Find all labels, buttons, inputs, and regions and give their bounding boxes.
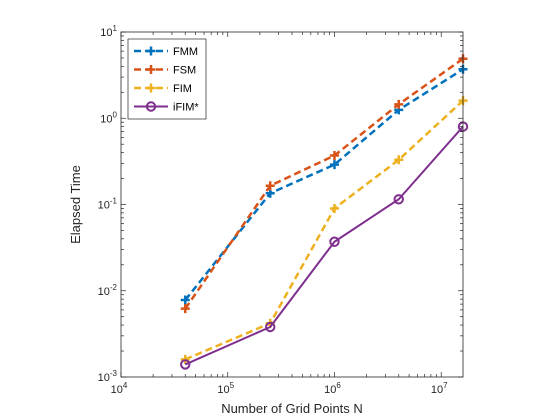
x-tick-label: 107: [431, 381, 448, 396]
x-tick-label: 106: [324, 381, 341, 396]
data-point: [180, 295, 190, 305]
data-point: [329, 160, 339, 170]
legend-label: FIM: [173, 83, 192, 95]
legend-label: iFIM*: [173, 102, 199, 114]
data-point: [265, 181, 275, 191]
series-line: [184, 125, 464, 366]
data-point: [329, 236, 340, 247]
y-axis-title: Elapsed Time: [68, 165, 83, 244]
x-tick-label: 104: [111, 381, 128, 396]
legend-marker: [146, 65, 156, 74]
legend-item: FMM: [134, 46, 198, 58]
legend: FMM FSM FIM iFIM*: [127, 38, 207, 120]
data-point: [393, 194, 404, 205]
data-point: [394, 155, 404, 165]
series-line: [184, 68, 464, 301]
legend-label: FMM: [173, 46, 198, 58]
y-tick-label: 101: [100, 24, 117, 39]
legend-item: iFIM*: [134, 101, 199, 114]
legend-marker: [145, 101, 157, 112]
x-axis-title: Number of Grid Points N: [221, 401, 363, 416]
legend-label: FSM: [173, 65, 196, 77]
y-tick-label: 10-2: [98, 283, 118, 298]
data-point: [265, 321, 276, 333]
legend-item: FSM: [134, 65, 196, 77]
y-tick-label: 10-1: [98, 197, 118, 212]
data-point: [394, 99, 404, 109]
data-point: [329, 150, 339, 160]
data-point: [265, 188, 275, 198]
data-point: [180, 359, 191, 370]
legend-item: FIM: [134, 83, 192, 95]
legend-marker: [146, 46, 156, 56]
data-point: [329, 203, 339, 213]
data-point: [180, 304, 190, 314]
ticks-layer: 104 105 106 107 10-3 10-2 10-1 100 101: [98, 24, 463, 396]
series-layer: [180, 54, 469, 370]
legend-marker: [146, 83, 156, 93]
y-tick-label: 100: [100, 110, 117, 125]
y-tick-label: 10-3: [98, 369, 118, 384]
x-tick-label: 105: [217, 381, 234, 396]
